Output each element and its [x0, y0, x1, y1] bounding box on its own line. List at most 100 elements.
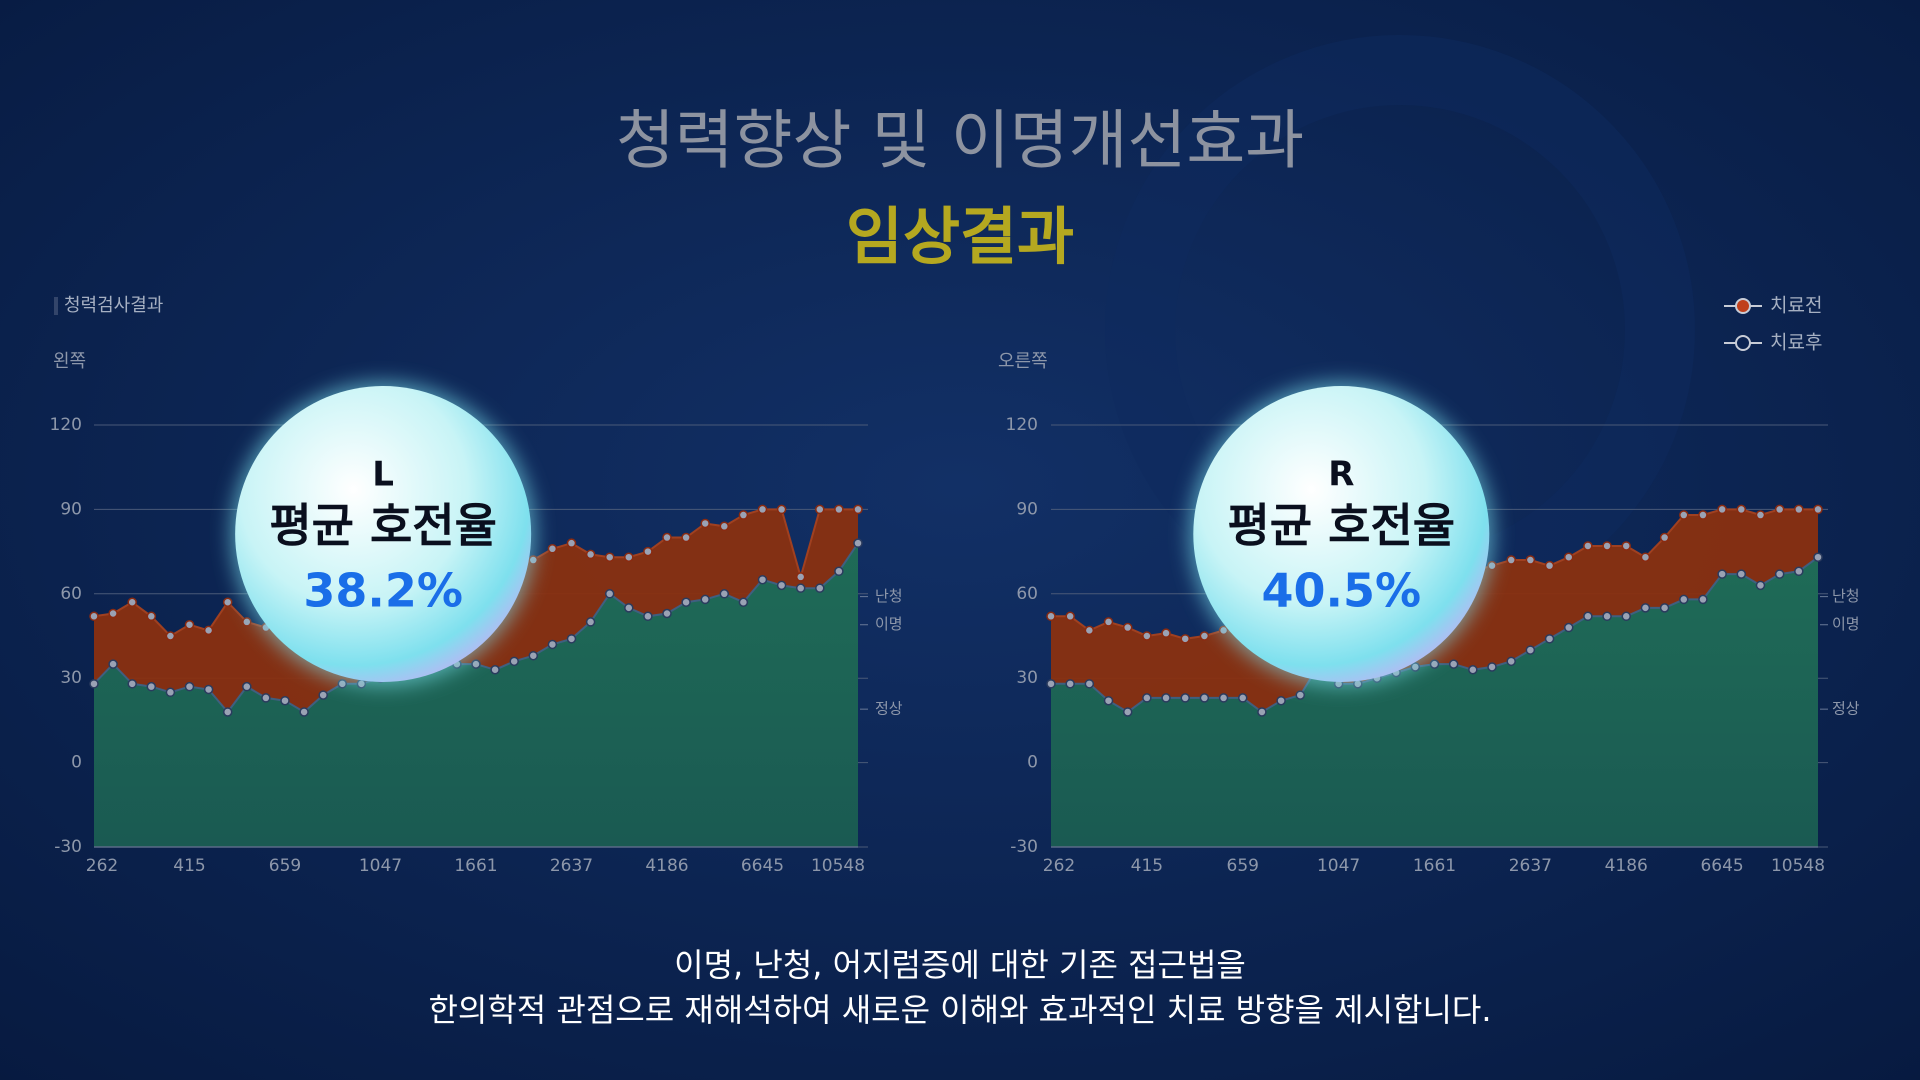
annotation: 이명 — [1832, 615, 1860, 633]
point — [509, 656, 519, 667]
point — [1544, 560, 1555, 571]
legend-marker — [1735, 298, 1751, 314]
point — [528, 650, 539, 661]
x-tick-label: 6645 — [741, 856, 784, 876]
point — [1046, 679, 1056, 689]
point — [643, 611, 653, 622]
section-label: 청력검사결과 — [64, 295, 163, 316]
bubble-letter: L — [372, 455, 394, 495]
y-tick-label: -30 — [1010, 837, 1038, 857]
point — [318, 690, 328, 700]
point — [1295, 690, 1306, 700]
point — [1122, 707, 1133, 717]
annotation: 난청 — [875, 587, 903, 605]
x-tick-label: 4186 — [645, 856, 688, 876]
point — [127, 679, 137, 689]
point — [1161, 628, 1171, 638]
point — [1659, 532, 1670, 543]
y-tick-label: 120 — [50, 415, 82, 435]
point — [184, 681, 195, 692]
point — [700, 518, 710, 529]
point — [222, 707, 233, 717]
point — [662, 532, 672, 543]
point — [795, 572, 806, 582]
annotation: 정상 — [1832, 700, 1860, 718]
x-tick-label: 10548 — [811, 856, 865, 876]
bubble-value: 38.2% — [303, 564, 463, 618]
x-tick-label: 659 — [269, 856, 301, 876]
point — [1161, 693, 1171, 703]
point — [1468, 665, 1478, 675]
point — [1103, 617, 1114, 627]
point — [1563, 552, 1574, 562]
legend-marker — [1735, 335, 1751, 351]
bubble-letter: R — [1328, 455, 1354, 495]
point — [1448, 659, 1459, 669]
footer-line: 이명, 난청, 어지럼증에 대한 기존 접근법을 — [674, 946, 1246, 984]
point — [1813, 504, 1823, 515]
point — [1180, 634, 1190, 644]
point — [1544, 634, 1555, 644]
point — [203, 625, 214, 636]
point — [738, 597, 749, 607]
point — [1659, 603, 1670, 613]
point — [1679, 594, 1689, 605]
y-tick-label: 90 — [1016, 499, 1038, 519]
point — [1698, 510, 1708, 520]
point — [184, 619, 195, 630]
area — [1051, 557, 1818, 847]
point — [108, 608, 118, 619]
x-tick-label: 415 — [1131, 856, 1163, 876]
point — [585, 617, 596, 627]
x-tick-label: 2637 — [1509, 856, 1552, 876]
point — [585, 549, 596, 560]
footer-line: 한의학적 관점으로 재해석하여 새로운 이해와 효과적인 치료 방향을 제시합니… — [428, 991, 1491, 1029]
point — [815, 504, 825, 515]
point — [165, 687, 176, 698]
x-tick-label: 659 — [1227, 856, 1259, 876]
point — [127, 597, 137, 607]
point — [1046, 611, 1056, 622]
point — [719, 521, 730, 532]
annotation: 정상 — [875, 700, 903, 718]
annotation: 난청 — [1832, 587, 1860, 605]
point — [1142, 631, 1152, 641]
point — [261, 693, 271, 703]
point — [242, 681, 252, 692]
legend-label: 치료후 — [1770, 332, 1822, 354]
point — [222, 597, 233, 607]
title: 청력향상 및 이명개선효과 — [616, 105, 1304, 179]
point — [566, 538, 577, 548]
bubble-value: 40.5% — [1261, 564, 1421, 618]
point — [1813, 552, 1823, 562]
point — [643, 546, 653, 557]
point — [1583, 611, 1593, 622]
point — [1065, 611, 1075, 622]
point — [719, 589, 730, 599]
x-tick-label: 6645 — [1700, 856, 1743, 876]
x-tick-label: 262 — [1043, 856, 1075, 876]
point — [1583, 541, 1593, 551]
point — [1506, 555, 1516, 565]
x-tick-label: 10548 — [1771, 856, 1825, 876]
point — [1276, 695, 1286, 706]
point — [566, 634, 577, 644]
y-tick-label: 0 — [71, 753, 82, 773]
point — [1199, 631, 1210, 641]
point — [1487, 662, 1497, 672]
section-bar — [54, 297, 58, 315]
x-tick-label: 4186 — [1605, 856, 1648, 876]
point — [1717, 504, 1727, 515]
point — [1698, 594, 1708, 605]
point — [547, 639, 558, 650]
point — [1563, 622, 1574, 633]
point — [165, 631, 176, 641]
bubble-label: 평균 호전율 — [269, 499, 497, 553]
point — [89, 679, 99, 689]
point — [146, 611, 157, 622]
point — [1257, 707, 1267, 717]
point — [203, 684, 214, 695]
point — [1084, 625, 1095, 636]
x-tick-label: 1661 — [454, 856, 497, 876]
point — [1794, 504, 1804, 515]
